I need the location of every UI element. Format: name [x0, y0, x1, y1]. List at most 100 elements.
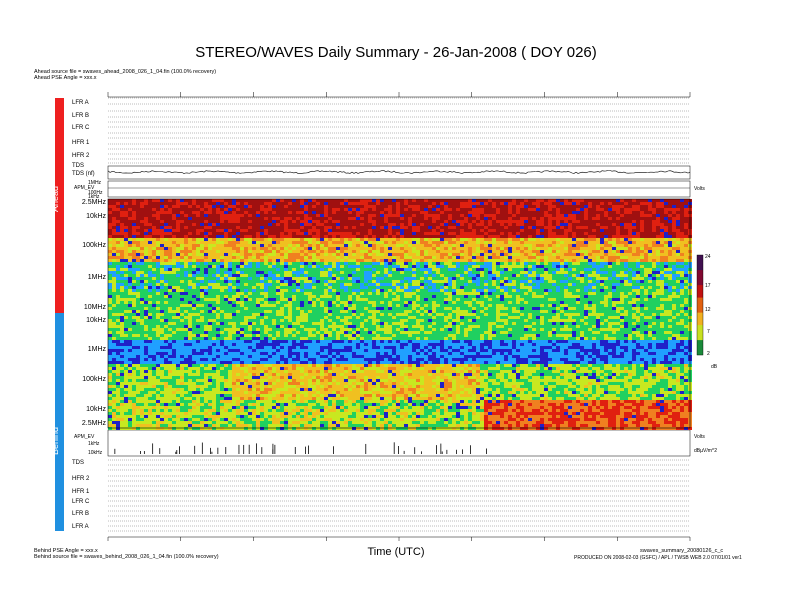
heatmap-cell [556, 280, 560, 283]
heatmap-cell [264, 271, 268, 274]
heatmap-cell [108, 250, 112, 253]
heatmap-cell [648, 208, 652, 211]
heatmap-cell [516, 214, 520, 217]
heatmap-cell [452, 265, 456, 268]
heatmap-cell [624, 289, 628, 292]
heatmap-cell [456, 208, 460, 211]
heatmap-cell [112, 202, 116, 205]
heatmap-cell [188, 247, 192, 250]
heatmap-cell [564, 253, 568, 256]
heatmap-cell [452, 205, 456, 208]
heatmap-cell [444, 271, 448, 274]
heatmap-cell [588, 274, 592, 277]
heatmap-cell [548, 217, 552, 220]
heatmap-cell [164, 211, 168, 214]
heatmap-cell [600, 271, 604, 274]
heatmap-cell [600, 226, 604, 229]
heatmap-cell [136, 265, 140, 268]
heatmap-cell [616, 259, 620, 262]
heatmap-cell [260, 223, 264, 226]
heatmap-cell [128, 232, 132, 235]
heatmap-cell [468, 217, 472, 220]
heatmap-cell [560, 220, 564, 223]
heatmap-cell [532, 205, 536, 208]
heatmap-cell [388, 214, 392, 217]
heatmap-cell [616, 217, 620, 220]
heatmap-cell [112, 238, 116, 241]
heatmap-cell [620, 253, 624, 256]
heatmap-cell [504, 247, 508, 250]
heatmap-cell [292, 271, 296, 274]
heatmap-cell [372, 214, 376, 217]
heatmap-cell [416, 238, 420, 241]
heatmap-cell [432, 262, 436, 265]
heatmap-cell [420, 259, 424, 262]
heatmap-cell [228, 223, 232, 226]
heatmap-cell [376, 205, 380, 208]
heatmap-cell [228, 226, 232, 229]
heatmap-cell [244, 223, 248, 226]
heatmap-cell [224, 241, 228, 244]
heatmap-cell [300, 295, 304, 298]
heatmap-cell [308, 265, 312, 268]
heatmap-cell [152, 256, 156, 259]
heatmap-cell [628, 265, 632, 268]
heatmap-cell [216, 202, 220, 205]
heatmap-cell [116, 232, 120, 235]
heatmap-cell [224, 229, 228, 232]
heatmap-cell [320, 208, 324, 211]
heatmap-cell [500, 199, 504, 202]
page-title: STEREO/WAVES Daily Summary - 26-Jan-2008… [195, 44, 597, 61]
heatmap-cell [220, 238, 224, 241]
heatmap-cell [484, 250, 488, 253]
heatmap-cell [344, 205, 348, 208]
heatmap-cell [664, 229, 668, 232]
heatmap-cell [272, 220, 276, 223]
heatmap-cell [560, 205, 564, 208]
heatmap-cell [336, 199, 340, 202]
heatmap-cell [228, 205, 232, 208]
heatmap-cell [436, 256, 440, 259]
heatmap-cell [608, 244, 612, 247]
heatmap-cell [276, 283, 280, 286]
heatmap-cell [116, 229, 120, 232]
heatmap-cell [508, 202, 512, 205]
heatmap-cell [204, 229, 208, 232]
heatmap-cell [236, 247, 240, 250]
heatmap-cell [108, 265, 112, 268]
heatmap-cell [664, 214, 668, 217]
heatmap-cell [192, 238, 196, 241]
heatmap-cell [580, 250, 584, 253]
heatmap-cell [316, 232, 320, 235]
heatmap-cell [416, 268, 420, 271]
heatmap-cell [124, 280, 128, 283]
heatmap-cell [380, 211, 384, 214]
heatmap-cell [352, 232, 356, 235]
heatmap-cell [616, 256, 620, 259]
heatmap-cell [216, 265, 220, 268]
heatmap-cell [164, 217, 168, 220]
heatmap-cell [336, 256, 340, 259]
heatmap-cell [668, 199, 672, 202]
heatmap-cell [396, 247, 400, 250]
heatmap-cell [260, 217, 264, 220]
heatmap-cell [240, 250, 244, 253]
heatmap-cell [540, 271, 544, 274]
heatmap-cell [428, 214, 432, 217]
heatmap-cell [296, 253, 300, 256]
heatmap-cell [440, 256, 444, 259]
heatmap-cell [572, 250, 576, 253]
heatmap-cell [544, 238, 548, 241]
heatmap-cell [608, 262, 612, 265]
heatmap-cell [216, 238, 220, 241]
heatmap-cell [548, 280, 552, 283]
heatmap-cell [244, 220, 248, 223]
heatmap-cell [400, 199, 404, 202]
heatmap-cell [488, 208, 492, 211]
heatmap-cell [352, 271, 356, 274]
heatmap-cell [228, 256, 232, 259]
heatmap-cell [520, 247, 524, 250]
heatmap-cell [624, 295, 628, 298]
heatmap-cell [128, 280, 132, 283]
heatmap-cell [388, 205, 392, 208]
